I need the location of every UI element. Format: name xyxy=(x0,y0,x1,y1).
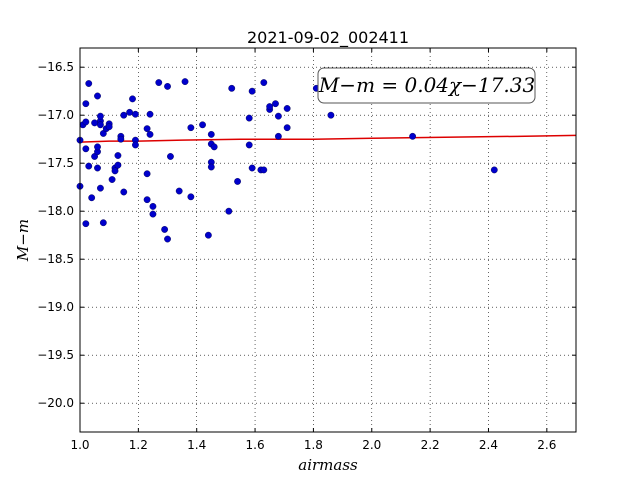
y-tick-label: −17.0 xyxy=(37,108,74,122)
data-point xyxy=(187,193,195,201)
data-point xyxy=(283,124,291,132)
chart-title: 2021-09-02_002411 xyxy=(247,28,409,48)
data-point xyxy=(82,118,90,126)
data-point xyxy=(114,152,122,159)
plot-area: 1.0 1.2 1.4 1.6 1.8 2.0 2.2 2.4 2.6 −16.5 −17.0 −17… xyxy=(37,47,577,452)
data-point xyxy=(99,219,107,227)
data-point xyxy=(105,123,113,131)
annotation-text: M−m = 0.04χ−17.33 xyxy=(318,73,535,97)
x-tick-label: 1.2 xyxy=(129,438,148,452)
y-tick-label: −16.5 xyxy=(37,60,74,74)
data-point xyxy=(108,176,116,183)
data-point xyxy=(146,110,154,118)
data-point xyxy=(207,163,215,171)
data-point xyxy=(228,84,236,92)
y-axis-label: M−m xyxy=(14,219,32,262)
data-point xyxy=(272,100,279,108)
data-point xyxy=(274,132,282,140)
data-point xyxy=(245,141,253,149)
y-tick-label: −17.5 xyxy=(37,156,74,170)
data-point xyxy=(234,178,241,185)
data-point xyxy=(146,130,154,138)
data-point xyxy=(88,194,96,202)
data-point xyxy=(155,79,163,86)
data-point xyxy=(132,141,139,149)
data-point xyxy=(187,124,195,132)
y-tick-label: −18.0 xyxy=(37,204,74,218)
data-point xyxy=(207,130,215,138)
data-point xyxy=(85,162,93,170)
x-axis-label: airmass xyxy=(298,456,358,474)
data-point xyxy=(245,114,253,122)
data-point xyxy=(82,145,90,153)
data-point xyxy=(120,188,128,196)
ticks: 1.0 1.2 1.4 1.6 1.8 2.0 2.2 2.4 2.6 −16.5 −17.0 −17… xyxy=(37,48,576,452)
plot-background xyxy=(80,48,576,432)
x-tick-label: 2.2 xyxy=(421,438,440,452)
data-point xyxy=(210,143,218,151)
data-point xyxy=(248,164,256,172)
plot-frame xyxy=(79,47,577,433)
x-tick-label: 1.4 xyxy=(187,438,206,452)
data-point xyxy=(94,143,101,151)
x-tick-label: 1.0 xyxy=(70,438,89,452)
data-point xyxy=(129,95,136,103)
data-point xyxy=(126,108,134,116)
data-point xyxy=(94,92,101,100)
annotation-box: M−m = 0.04χ−17.33 xyxy=(317,67,536,104)
data-point xyxy=(490,166,498,174)
data-point xyxy=(409,132,417,140)
data-point xyxy=(181,78,189,86)
data-point xyxy=(175,187,183,195)
data-point xyxy=(82,100,90,108)
data-point xyxy=(260,79,268,86)
data-point xyxy=(85,80,93,87)
annotation-frame xyxy=(317,67,536,104)
x-tick-label: 1.8 xyxy=(304,438,323,452)
data-point xyxy=(143,125,151,133)
data-point xyxy=(143,170,151,178)
data-point xyxy=(164,83,171,90)
data-point xyxy=(225,207,233,215)
y-tick-label: −19.5 xyxy=(37,348,74,362)
data-point xyxy=(97,184,104,192)
data-point xyxy=(117,135,125,143)
data-point xyxy=(94,164,101,172)
data-point xyxy=(248,87,256,95)
data-point xyxy=(97,112,104,120)
x-tick-label: 2.6 xyxy=(537,438,556,452)
data-point xyxy=(91,119,98,127)
data-point xyxy=(111,167,119,175)
data-point xyxy=(274,112,282,120)
data-point xyxy=(167,153,174,160)
data-points xyxy=(76,78,498,243)
x-tick-label: 1.6 xyxy=(246,438,265,452)
x-tick-label: 2.4 xyxy=(479,438,498,452)
data-point xyxy=(199,121,206,129)
y-tick-label: −19.0 xyxy=(37,300,74,314)
x-tick-label: 2.0 xyxy=(362,438,381,452)
data-point xyxy=(164,235,171,243)
data-point xyxy=(97,121,104,129)
data-point xyxy=(161,226,169,233)
y-tick-label: −18.5 xyxy=(37,252,74,266)
data-point xyxy=(120,111,128,119)
data-point xyxy=(204,231,212,239)
data-point xyxy=(114,161,122,169)
data-point xyxy=(143,196,151,204)
data-point xyxy=(283,105,291,112)
y-tick-label: −20.0 xyxy=(37,396,74,410)
data-point xyxy=(327,111,335,119)
data-point xyxy=(149,210,157,218)
data-point xyxy=(260,166,268,174)
data-point xyxy=(132,110,139,118)
data-point xyxy=(82,220,90,228)
data-point xyxy=(149,202,157,210)
data-point xyxy=(266,103,274,110)
